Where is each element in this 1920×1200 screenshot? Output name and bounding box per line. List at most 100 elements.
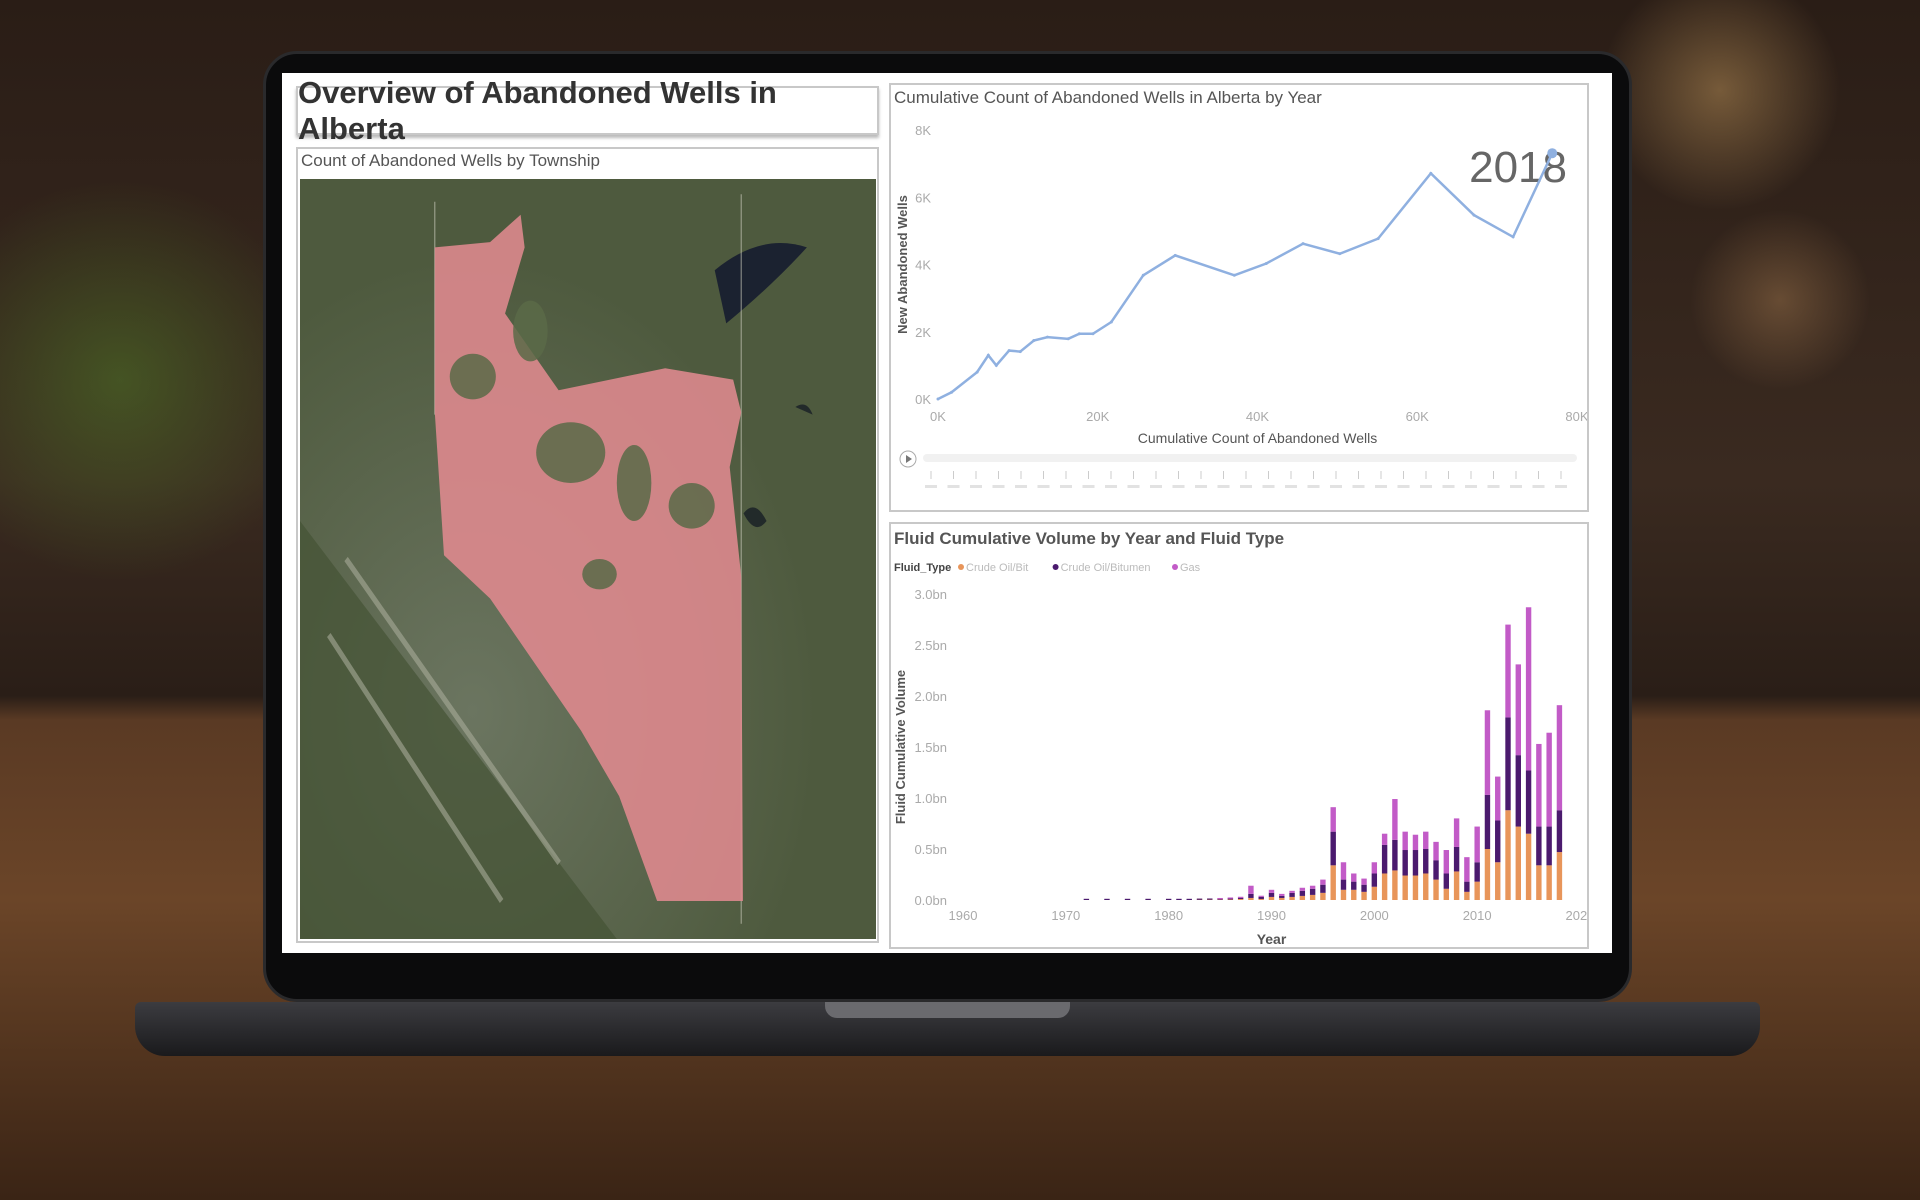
bar-segment[interactable]	[1525, 833, 1532, 900]
bar-segment[interactable]	[1484, 710, 1491, 795]
bar-segment[interactable]	[1525, 607, 1532, 771]
bar-segment[interactable]	[1433, 860, 1439, 880]
bar-segment[interactable]	[1279, 897, 1285, 900]
bar-segment[interactable]	[1371, 886, 1378, 900]
bar-segment[interactable]	[1556, 705, 1563, 811]
data-point[interactable]	[1301, 242, 1305, 246]
bar-segment[interactable]	[1515, 664, 1521, 756]
bar-segment[interactable]	[1402, 875, 1408, 900]
data-point[interactable]	[1232, 273, 1236, 277]
data-point[interactable]	[994, 363, 998, 367]
bar-segment[interactable]	[1484, 849, 1491, 900]
bar-segment[interactable]	[1423, 873, 1429, 900]
bar-segment[interactable]	[1371, 862, 1378, 874]
bar-segment[interactable]	[1505, 717, 1511, 811]
bar-segment[interactable]	[1237, 897, 1244, 899]
bar-segment[interactable]	[1412, 834, 1419, 851]
data-point[interactable]	[986, 353, 990, 357]
bar-segment[interactable]	[1515, 755, 1521, 827]
line-chart-panel[interactable]: Cumulative Count of Abandoned Wells in A…	[889, 83, 1589, 512]
bar-segment[interactable]	[1381, 844, 1388, 874]
bar-segment[interactable]	[1196, 898, 1203, 900]
bar-segment[interactable]	[1309, 894, 1316, 900]
bar-segment[interactable]	[1351, 881, 1357, 890]
bar-segment[interactable]	[1145, 898, 1151, 900]
bar-segment[interactable]	[1443, 873, 1450, 889]
bar-segment[interactable]	[1412, 875, 1419, 900]
bar-segment[interactable]	[1453, 818, 1460, 847]
bar-segment[interactable]	[1268, 892, 1275, 897]
abandoned-wells-area[interactable]	[434, 214, 743, 902]
bar-segment[interactable]	[1258, 896, 1264, 899]
bar-segment[interactable]	[1248, 893, 1254, 898]
bar-segment[interactable]	[1361, 891, 1367, 900]
bar-segment[interactable]	[1361, 884, 1367, 892]
bar-segment[interactable]	[1464, 891, 1470, 900]
bar-segment[interactable]	[1165, 898, 1172, 900]
bar-segment[interactable]	[1330, 831, 1336, 866]
bar-segment[interactable]	[1351, 889, 1357, 900]
bar-segment[interactable]	[1320, 879, 1326, 885]
bar-segment[interactable]	[1299, 895, 1306, 900]
data-point[interactable]	[1109, 320, 1113, 324]
bar-segment[interactable]	[1453, 871, 1460, 900]
bar-segment[interactable]	[1381, 833, 1388, 845]
bar-segment[interactable]	[1402, 850, 1408, 876]
bar-segment[interactable]	[1546, 826, 1552, 866]
bar-segment[interactable]	[1217, 897, 1223, 900]
bar-segment[interactable]	[1381, 873, 1388, 900]
data-point[interactable]	[1173, 253, 1177, 257]
bar-segment[interactable]	[1392, 870, 1398, 900]
bar-segment[interactable]	[1340, 879, 1347, 890]
data-point[interactable]	[1511, 235, 1515, 239]
bar-segment[interactable]	[1258, 898, 1264, 900]
data-point[interactable]	[1376, 237, 1380, 241]
legend-item[interactable]: Gas	[1180, 562, 1201, 574]
map-visual[interactable]: Count of Abandoned Wells by Township	[296, 147, 879, 943]
data-point[interactable]	[1077, 332, 1081, 336]
bar-segment[interactable]	[1299, 890, 1306, 896]
bar-segment[interactable]	[1443, 850, 1450, 874]
data-point[interactable]	[950, 390, 954, 394]
bar-segment[interactable]	[1237, 898, 1244, 900]
bar-segment[interactable]	[1351, 873, 1357, 882]
bar-segment[interactable]	[1505, 624, 1511, 718]
bar-segment[interactable]	[1248, 885, 1254, 894]
bar-segment[interactable]	[1546, 732, 1552, 827]
data-point[interactable]	[1045, 335, 1049, 339]
bar-segment[interactable]	[1525, 770, 1532, 834]
bar-segment[interactable]	[1289, 896, 1295, 900]
data-point[interactable]	[1472, 213, 1476, 217]
data-point[interactable]	[1338, 252, 1342, 256]
bar-segment[interactable]	[1268, 889, 1275, 893]
data-point[interactable]	[1032, 338, 1036, 342]
bar-segment[interactable]	[1176, 898, 1182, 900]
bar-segment[interactable]	[1227, 897, 1234, 899]
data-point[interactable]	[936, 397, 940, 401]
bar-segment[interactable]	[1464, 857, 1470, 882]
bar-segment[interactable]	[1361, 878, 1367, 885]
data-point[interactable]	[1091, 332, 1095, 336]
data-point[interactable]	[1018, 350, 1022, 354]
bar-segment[interactable]	[1474, 826, 1480, 863]
bar-segment[interactable]	[1546, 865, 1552, 900]
data-point[interactable]	[1007, 349, 1011, 353]
bar-segment[interactable]	[1340, 862, 1347, 880]
data-point[interactable]	[1264, 261, 1268, 265]
bar-segment[interactable]	[1258, 895, 1264, 897]
data-point[interactable]	[1141, 273, 1145, 277]
bar-segment[interactable]	[1299, 887, 1306, 891]
bar-segment[interactable]	[1279, 895, 1285, 898]
bar-segment[interactable]	[1402, 831, 1408, 851]
legend-item[interactable]: Crude Oil/Bitumen	[1061, 562, 1151, 574]
legend-item[interactable]: Crude Oil/Bit	[966, 562, 1028, 574]
bar-chart-panel[interactable]: Fluid Cumulative Volume by Year and Flui…	[889, 522, 1594, 949]
bar-segment[interactable]	[1495, 820, 1501, 863]
bar-segment[interactable]	[1207, 898, 1213, 900]
satellite-map[interactable]	[300, 179, 876, 939]
bar-segment[interactable]	[1474, 862, 1480, 882]
bar-segment[interactable]	[1227, 898, 1234, 900]
bar-segment[interactable]	[1536, 743, 1542, 827]
play-axis-slider[interactable]	[923, 454, 1577, 462]
bar-segment[interactable]	[1330, 807, 1336, 832]
